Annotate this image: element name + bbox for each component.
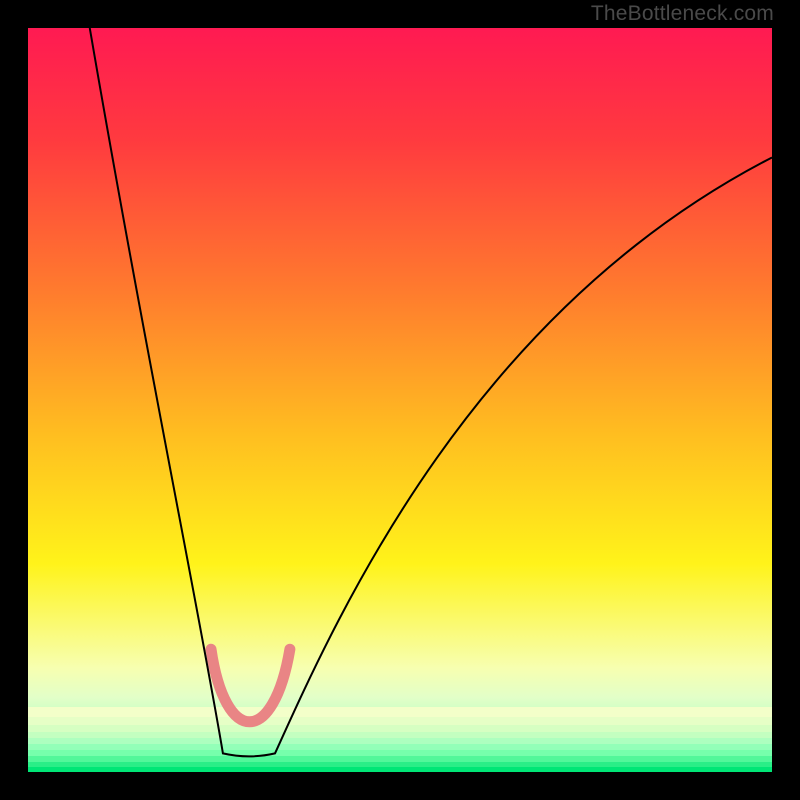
plot-area [28, 28, 772, 772]
watermark-text: TheBottleneck.com [591, 2, 774, 26]
main-curve [90, 28, 772, 756]
chart-frame: TheBottleneck.com [0, 0, 800, 800]
curve-layer [28, 28, 772, 772]
trough-highlight [211, 649, 290, 722]
